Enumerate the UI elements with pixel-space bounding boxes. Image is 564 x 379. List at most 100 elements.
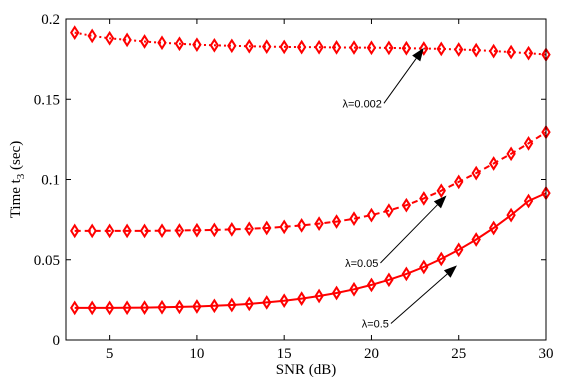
data-point (488, 156, 499, 171)
y-tick-label: 0.1 (41, 173, 60, 189)
plot-marks (70, 25, 551, 316)
data-point (436, 251, 446, 267)
data-point (174, 299, 185, 315)
data-point (70, 300, 80, 316)
data-point (296, 39, 307, 55)
data-point (174, 223, 185, 238)
plot-frame (65, 18, 547, 341)
data-point (471, 42, 481, 58)
data-point (331, 40, 342, 55)
data-point (104, 300, 115, 316)
data-point (139, 223, 150, 239)
annotations: λ=0.002 λ=0.05 λ=0.5 (342, 47, 457, 330)
data-point (87, 28, 97, 44)
data-point (227, 222, 237, 237)
data-point (384, 203, 394, 218)
x-axis-title: SNR (dB) (276, 362, 336, 378)
annotation-arrow-line (390, 273, 448, 324)
y-tick-label: 0.05 (34, 253, 60, 269)
data-point (523, 45, 534, 61)
data-point (122, 300, 132, 316)
x-tick-label: 5 (106, 346, 114, 362)
y-tick-label: 0.15 (34, 92, 60, 108)
data-point (87, 223, 97, 239)
data-point (104, 223, 115, 239)
data-point (401, 40, 412, 56)
data-point (209, 37, 220, 53)
data-point (192, 37, 202, 53)
data-point (349, 211, 359, 227)
data-point (419, 41, 429, 56)
data-point (139, 34, 150, 49)
data-point (157, 223, 167, 239)
data-point (401, 266, 412, 282)
data-point (262, 295, 272, 310)
data-point (349, 281, 359, 297)
data-point (87, 300, 97, 316)
data-point (314, 288, 324, 304)
data-point (139, 300, 150, 315)
y-axis-title: Time t3 (sec) (8, 141, 27, 218)
data-point (384, 40, 394, 56)
y-axis-title-tail: (sec) (8, 141, 24, 174)
annotation-label: λ=0.05 (345, 258, 378, 270)
annotation-label: λ=0.5 (362, 318, 389, 330)
data-point (70, 223, 80, 239)
data-point (279, 39, 289, 55)
y-tick-label: 0.2 (41, 12, 60, 28)
data-point (122, 32, 132, 48)
y-axis-title-main: Time t (8, 178, 24, 218)
data-point (471, 165, 481, 181)
data-point (454, 42, 464, 57)
x-tick-label: 30 (539, 346, 554, 362)
data-point (366, 277, 377, 293)
annotation-arrow-line (383, 58, 417, 104)
data-point (314, 216, 324, 232)
data-point (157, 299, 167, 315)
data-point (366, 207, 377, 223)
data-point (279, 219, 289, 235)
data-point (227, 297, 237, 313)
data-point (209, 298, 220, 314)
data-point (523, 136, 534, 151)
data-point (488, 220, 499, 236)
data-point (419, 191, 429, 206)
x-tick-label: 25 (451, 346, 466, 362)
data-point (244, 221, 254, 237)
data-point (523, 193, 534, 209)
data-point (366, 40, 377, 56)
data-point (488, 43, 499, 59)
data-point (279, 293, 289, 309)
data-point (419, 259, 429, 275)
data-point (349, 40, 359, 55)
data-point (331, 214, 342, 229)
data-point (436, 183, 446, 199)
series-line (74, 31, 547, 56)
data-point (157, 35, 167, 51)
y-tick-label: 0 (53, 333, 61, 349)
annotation-arrow-head (433, 195, 447, 209)
y-axis-title-subscript: 3 (15, 173, 27, 179)
annotation-label: λ=0.002 (342, 98, 381, 110)
data-point (506, 146, 516, 162)
data-point (454, 174, 464, 190)
x-tick-label: 15 (277, 346, 292, 362)
data-point (401, 197, 412, 213)
x-tick-label: 10 (189, 346, 204, 362)
data-point (244, 296, 254, 312)
data-point (471, 232, 481, 247)
data-point (331, 285, 342, 301)
data-point (262, 39, 272, 54)
data-point (262, 220, 272, 236)
data-point (192, 299, 202, 314)
annotation-arrow-line (380, 204, 438, 264)
x-tick-label: 20 (364, 346, 379, 362)
series-line (74, 192, 547, 309)
data-point (454, 242, 464, 258)
data-point (296, 291, 307, 306)
data-point (244, 38, 254, 54)
annotation-arrow-head (412, 47, 424, 62)
data-point (436, 41, 446, 57)
axis-ticks: 5 10 15 20 25 30 0 0.05 0.1 0.15 0.2 (34, 12, 554, 362)
data-point (384, 272, 394, 288)
